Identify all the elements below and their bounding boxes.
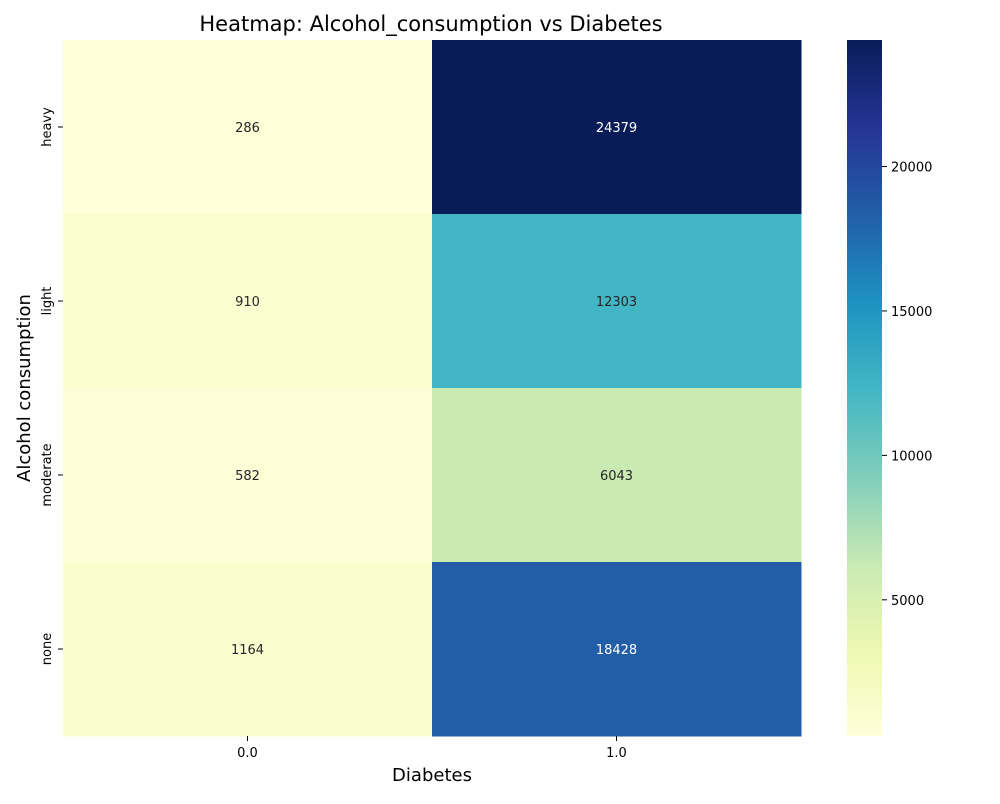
colorbar (847, 40, 882, 736)
x-axis-ticks: 0.0 1.0 (237, 736, 627, 761)
heatmap-cell (432, 388, 802, 563)
cell-value-label: 12303 (596, 295, 637, 310)
cell-value-label: 18428 (596, 643, 637, 658)
cell-value-label: 6043 (600, 469, 633, 484)
cell-value-label: 1164 (231, 643, 264, 658)
heatmap-cell (432, 214, 802, 389)
heatmap-cell (63, 40, 433, 215)
heatmap-annotations: 286 24379 910 12303 582 6043 1164 18428 (231, 121, 637, 658)
y-axis-ticks: heavy light moderate none (40, 107, 63, 665)
y-tick-label: moderate (40, 443, 55, 506)
y-axis-label: Alcohol consumption (14, 294, 35, 482)
colorbar-tick-label: 10000 (891, 449, 932, 464)
colorbar-tick-label: 5000 (891, 594, 924, 609)
colorbar-ticks: 5000 10000 15000 20000 (882, 161, 932, 609)
heatmap-cell (63, 562, 433, 737)
heatmap-cells (63, 40, 802, 737)
heatmap-cell (63, 388, 433, 563)
x-tick-label: 0.0 (237, 746, 258, 761)
colorbar-tick-label: 15000 (891, 305, 932, 320)
y-tick-label: none (40, 633, 55, 665)
y-tick-label: heavy (40, 107, 55, 147)
heatmap-cell (432, 40, 802, 215)
cell-value-label: 24379 (596, 121, 637, 136)
heatmap-cell (63, 214, 433, 389)
x-axis-label: Diabetes (392, 765, 472, 786)
cell-value-label: 910 (235, 295, 260, 310)
colorbar-tick-label: 20000 (891, 161, 932, 176)
x-tick-label: 1.0 (606, 746, 627, 761)
y-tick-label: light (40, 287, 55, 316)
cell-value-label: 582 (235, 469, 260, 484)
cell-value-label: 286 (235, 121, 260, 136)
heatmap-cell (432, 562, 802, 737)
chart-title: Heatmap: Alcohol_consumption vs Diabetes (199, 12, 662, 37)
